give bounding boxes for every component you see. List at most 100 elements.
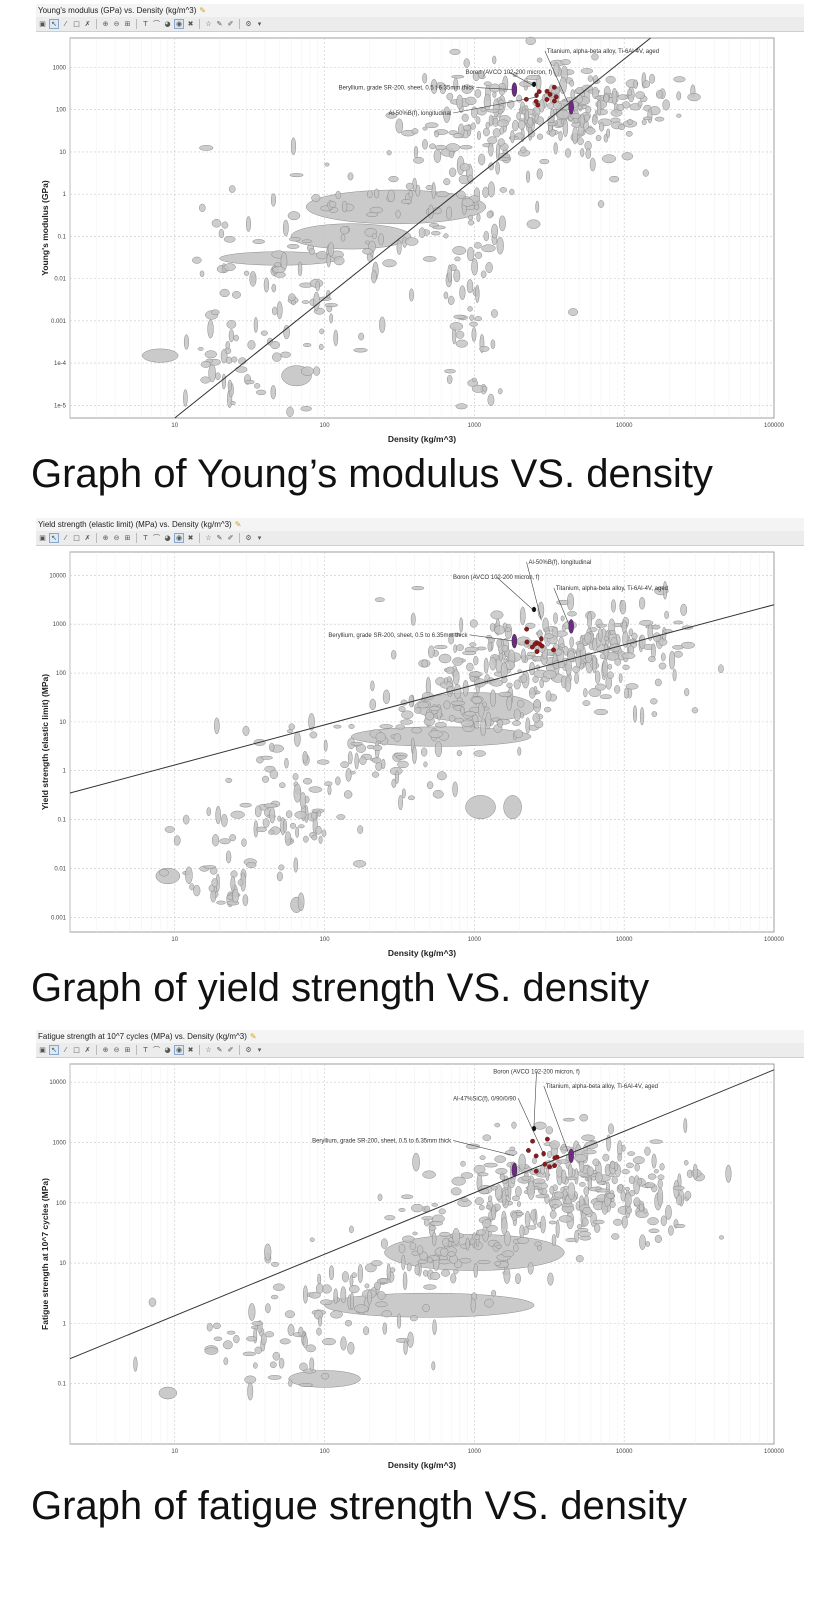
delete-icon[interactable]: ✖ [187,533,194,542]
box-select-icon[interactable]: □ [73,1045,80,1054]
zoom-out-icon[interactable]: ⊖ [113,19,120,28]
zoom-in-icon[interactable]: ⊕ [102,533,109,542]
material-bubble [244,1375,257,1384]
pointer-icon[interactable]: ↖ [49,1045,59,1055]
select-icon[interactable]: ▣ [39,19,46,28]
material-bubble [482,186,489,198]
box-select-icon[interactable]: □ [73,533,80,542]
material-bubble [422,72,428,84]
material-bubble [516,94,523,103]
delete-icon[interactable]: ✖ [187,1045,194,1054]
settings-icon[interactable]: ⚙ [245,1045,252,1054]
material-bubble [474,1234,481,1241]
line-tool-icon[interactable]: ⁄ [64,1045,67,1054]
highlight-icon[interactable]: ✗ [84,533,91,542]
material-bubble [486,210,493,219]
material-bubble [446,686,454,694]
curve-icon[interactable]: ⌒ [153,1045,160,1054]
pointer-icon[interactable]: ↖ [49,19,59,29]
view-icon[interactable]: ◉ [174,533,184,543]
fit-icon[interactable]: ⊞ [124,533,131,542]
text-icon[interactable]: T [143,1045,148,1054]
material-bubble [450,1187,462,1196]
dropdown-arrow-icon[interactable]: ▾ [257,19,262,28]
material-bubble [272,1351,281,1361]
material-bubble [567,1182,576,1201]
pen-icon[interactable]: ✐ [227,1045,234,1054]
edit-pencil-icon[interactable]: ✎ [234,520,242,529]
x-axis-label: Density (kg/m^3) [388,434,456,444]
material-bubble [527,1225,537,1230]
material-bubble [373,1281,381,1290]
pointer-icon[interactable]: ↖ [49,533,59,543]
star-icon[interactable]: ☆ [205,19,212,28]
chart-svg[interactable]: 10 100 1000 10000 100000 0.1 1 10 100 1000 10000 Bo… [36,1058,804,1476]
text-icon[interactable]: T [143,19,148,28]
settings-icon[interactable]: ⚙ [245,533,252,542]
material-bubble [657,1174,665,1181]
material-bubble [410,1315,418,1322]
fit-icon[interactable]: ⊞ [124,19,131,28]
view-icon[interactable]: ◉ [174,19,184,29]
zoom-in-icon[interactable]: ⊕ [102,19,109,28]
curve-icon[interactable]: ⌒ [153,533,160,542]
material-bubble [459,1257,472,1264]
pen-icon[interactable]: ✐ [227,533,234,542]
color-icon[interactable]: ◕ [164,1045,171,1054]
zoom-out-icon[interactable]: ⊖ [113,1045,120,1054]
select-icon[interactable]: ▣ [39,533,46,542]
line-tool-icon[interactable]: ⁄ [64,19,67,28]
edit-icon[interactable]: ✎ [216,1045,223,1054]
edit-icon[interactable]: ✎ [216,19,223,28]
view-icon[interactable]: ◉ [174,1045,184,1055]
highlight-icon[interactable]: ✗ [84,1045,91,1054]
material-bubble [459,145,473,150]
material-bubble [488,637,495,644]
settings-icon[interactable]: ⚙ [245,19,252,28]
pen-icon[interactable]: ✐ [227,19,234,28]
material-bubble [516,1201,522,1207]
material-bubble [324,1292,535,1318]
material-bubble [220,348,228,364]
color-icon[interactable]: ◕ [164,533,171,542]
color-icon[interactable]: ◕ [164,19,171,28]
star-icon[interactable]: ☆ [205,1045,212,1054]
material-bubble [494,1122,501,1128]
line-tool-icon[interactable]: ⁄ [64,533,67,542]
material-bubble [539,98,545,113]
material-bubble [526,75,541,81]
highlight-icon[interactable]: ✗ [84,19,91,28]
material-bubble [377,1193,383,1202]
dropdown-arrow-icon[interactable]: ▾ [257,1045,262,1054]
annotation-label: Al-50%B(f), longitudinal [388,111,451,117]
dropdown-arrow-icon[interactable]: ▾ [257,533,262,542]
star-icon[interactable]: ☆ [205,533,212,542]
chart-caption-1: Graph of Young’s modulus VS. density [31,452,713,496]
chart-svg[interactable]: 10 100 1000 10000 100000 1e-5 1e-4 0.001 0.01 0.1… [36,32,804,450]
material-bubble [348,1284,360,1294]
select-icon[interactable]: ▣ [39,1045,46,1054]
material-bubble [253,1362,258,1369]
curve-icon[interactable]: ⌒ [153,19,160,28]
material-bubble [200,376,211,384]
material-bubble [527,1262,534,1275]
zoom-in-icon[interactable]: ⊕ [102,1045,109,1054]
highlighted-bubble [524,639,530,645]
fit-icon[interactable]: ⊞ [124,1045,131,1054]
edit-pencil-icon[interactable]: ✎ [199,6,207,15]
material-bubble [271,283,277,293]
material-bubble [461,113,469,122]
material-bubble [318,835,323,844]
zoom-out-icon[interactable]: ⊖ [113,533,120,542]
box-select-icon[interactable]: □ [73,19,80,28]
chart-title-text: Fatigue strength at 10^7 cycles (MPa) vs… [38,1032,247,1041]
delete-icon[interactable]: ✖ [187,19,194,28]
material-bubble [471,696,483,704]
material-bubble [597,627,603,642]
edit-pencil-icon[interactable]: ✎ [249,1032,257,1041]
material-bubble [577,105,583,110]
edit-icon[interactable]: ✎ [216,533,223,542]
chart-svg[interactable]: 10 100 1000 10000 100000 0.001 0.01 0.1 1 10 100 10… [36,546,804,964]
material-bubble [642,169,649,177]
text-icon[interactable]: T [143,533,148,542]
